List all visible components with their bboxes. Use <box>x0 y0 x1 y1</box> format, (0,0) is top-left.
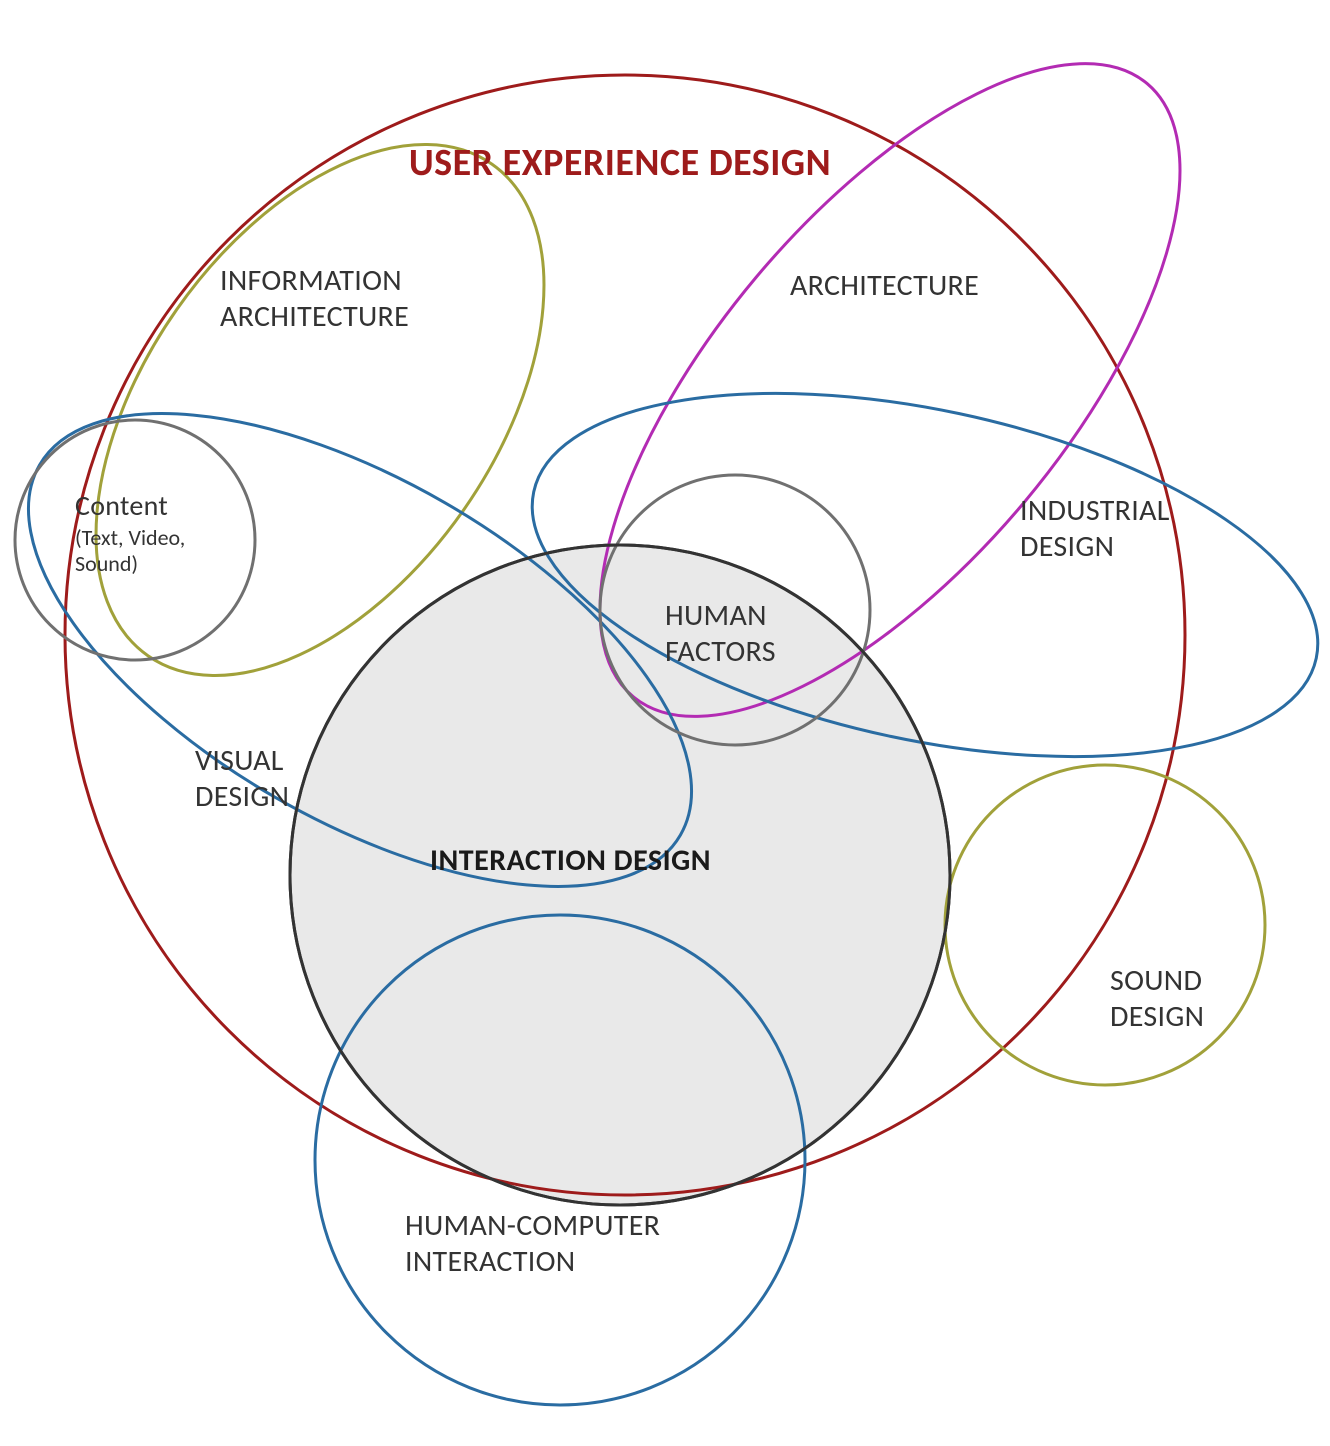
ux-venn-diagram: USER EXPERIENCE DESIGN INFORMATION ARCHI… <box>0 0 1330 1446</box>
label-hci: HUMAN-COMPUTER INTERACTION <box>405 1207 667 1280</box>
label-human-factors: HUMAN FACTORS <box>665 597 776 670</box>
label-visual-design: VISUAL DESIGN <box>195 742 291 815</box>
label-architecture: ARCHITECTURE <box>790 267 979 304</box>
label-industrial-design: INDUSTRIAL DESIGN <box>1020 492 1177 565</box>
label-content: Content (Text, Video, Sound) <box>75 488 189 577</box>
label-information-architecture: INFORMATION ARCHITECTURE <box>220 262 409 335</box>
label-sound-design: SOUND DESIGN <box>1110 962 1209 1035</box>
label-interaction-design: INTERACTION DESIGN <box>430 842 711 879</box>
diagram-title: USER EXPERIENCE DESIGN <box>409 140 831 186</box>
